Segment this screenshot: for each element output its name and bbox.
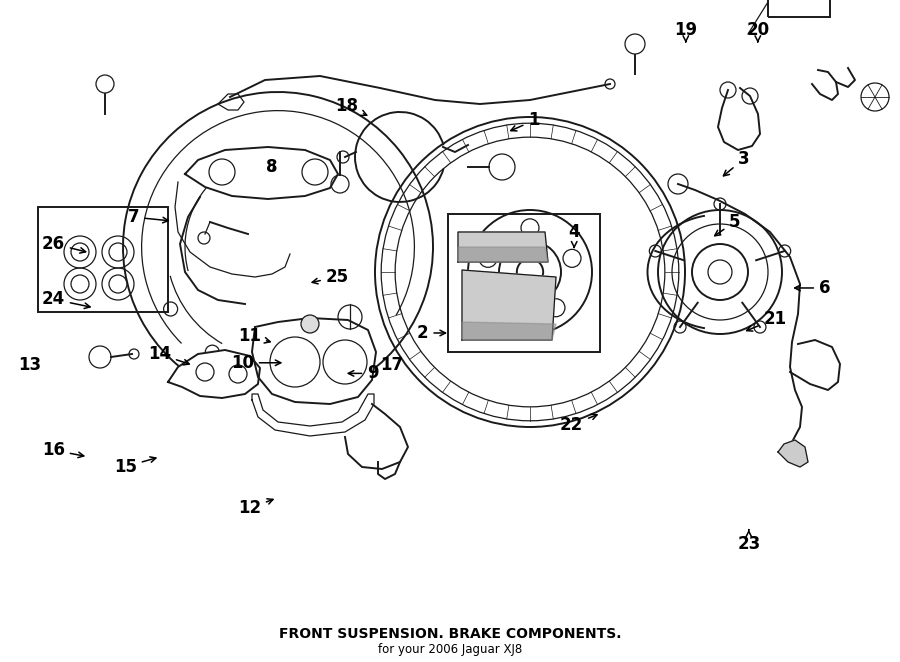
Text: 18: 18 [335,97,366,115]
Polygon shape [462,322,556,340]
Bar [38,207,168,312]
Text: 5: 5 [715,213,741,236]
Bar [768,0,830,17]
Text: 23: 23 [737,530,760,553]
Text: 3: 3 [724,150,750,176]
Text: 20: 20 [746,21,769,42]
Text: 8: 8 [266,158,277,176]
Text: 11: 11 [238,327,270,346]
Text: FRONT SUSPENSION. BRAKE COMPONENTS.: FRONT SUSPENSION. BRAKE COMPONENTS. [279,627,621,641]
Polygon shape [185,147,338,199]
Bar [448,214,600,352]
Text: 1: 1 [511,111,540,131]
Text: 9: 9 [348,364,379,383]
Text: 17: 17 [380,356,403,375]
Text: 16: 16 [41,441,84,459]
Polygon shape [778,440,808,467]
Text: for your 2006 Jaguar XJ8: for your 2006 Jaguar XJ8 [378,643,522,657]
Text: 12: 12 [238,498,273,518]
Polygon shape [458,232,548,262]
Text: 6: 6 [795,279,831,297]
Polygon shape [218,94,244,110]
Polygon shape [168,350,260,398]
Text: 4: 4 [569,222,580,247]
Text: 13: 13 [18,356,41,375]
Circle shape [301,315,319,333]
Text: 19: 19 [674,21,698,42]
Text: 21: 21 [747,310,787,331]
Text: 10: 10 [230,354,281,372]
Text: 14: 14 [148,345,189,365]
Text: 15: 15 [113,457,156,476]
Text: 25: 25 [312,267,349,286]
Polygon shape [462,270,556,340]
Text: 26: 26 [41,234,86,253]
Text: 2: 2 [417,324,446,342]
Polygon shape [252,318,376,404]
Text: 24: 24 [41,290,90,308]
Polygon shape [458,247,548,262]
Text: 22: 22 [560,414,597,434]
Text: 7: 7 [128,208,168,226]
